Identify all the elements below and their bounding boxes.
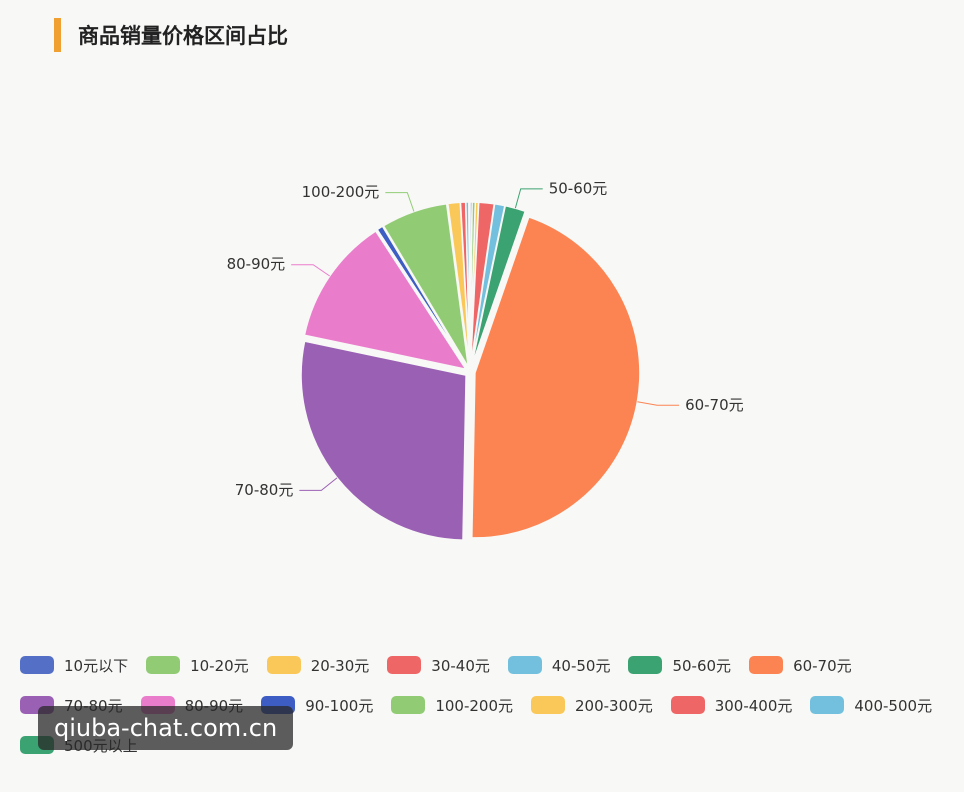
legend-item[interactable]: 400-500元 (810, 694, 932, 716)
legend-label: 50-60元 (672, 656, 732, 675)
pie-slice (468, 201, 471, 368)
pie-slice (303, 229, 468, 371)
legend-label: 10-20元 (190, 656, 249, 675)
label-line (637, 401, 680, 406)
pie-slice (376, 225, 468, 369)
pie-slice (471, 215, 641, 539)
label-line (514, 188, 543, 209)
legend-label: 60-70元 (793, 656, 852, 675)
watermark: qiuba-chat.com.cn (38, 706, 294, 750)
legend: 10元以下 10-20元 20-30元 30-40元 40-50元 50-60元 60-70… (20, 654, 950, 756)
slice-label: 70-80元 (235, 481, 294, 499)
legend-item[interactable]: 300-400元 (670, 694, 793, 716)
label-line (299, 477, 338, 491)
pie-slice (300, 340, 467, 541)
legend-label: 10元以下 (64, 656, 129, 675)
legend-swatch (628, 656, 663, 674)
legend-label: 40-50元 (551, 656, 611, 675)
slice-label: 100-200元 (302, 183, 380, 201)
legend-label: 100-200元 (435, 696, 514, 715)
legend-swatch (810, 696, 845, 714)
legend-label: 90-100元 (305, 696, 374, 715)
legend-label: 20-30元 (310, 656, 370, 675)
slice-label: 80-90元 (227, 255, 286, 273)
legend-label: 200-300元 (575, 696, 653, 715)
label-line (291, 264, 330, 277)
legend-item[interactable]: 10元以下 (20, 654, 128, 676)
legend-item[interactable]: 30-40元 (387, 654, 490, 676)
slice-label: 60-70元 (685, 396, 744, 414)
legend-item[interactable]: 10-20元 (146, 654, 249, 676)
legend-item[interactable]: 40-50元 (507, 654, 611, 676)
legend-swatch (146, 656, 181, 674)
legend-swatch (507, 656, 542, 674)
slice-label: 50-60元 (549, 179, 608, 197)
legend-label: 400-500元 (854, 696, 933, 715)
legend-label: 30-40元 (431, 656, 490, 675)
legend-item[interactable]: 100-200元 (391, 694, 513, 716)
legend-swatch (20, 656, 54, 674)
legend-item[interactable]: 60-70元 (749, 654, 852, 676)
legend-swatch (749, 656, 784, 674)
pie-slice (470, 204, 527, 368)
legend-swatch (387, 656, 422, 674)
chart: 50-60元 60-70元 70-80元 80-90元 100-200元 (227, 179, 744, 541)
legend-swatch (266, 656, 301, 674)
pie-slice (382, 202, 470, 368)
legend-label: 300-400元 (714, 696, 793, 715)
title-bar (54, 18, 61, 52)
chart-title: 商品销量价格区间占比 (78, 24, 288, 48)
legend-item[interactable]: 50-60元 (628, 654, 731, 676)
legend-item[interactable]: 20-30元 (266, 654, 370, 676)
legend-swatch (391, 696, 426, 714)
legend-swatch (531, 696, 566, 714)
legend-swatch (670, 696, 705, 714)
label-line (385, 192, 415, 212)
legend-item[interactable]: 200-300元 (531, 694, 653, 716)
